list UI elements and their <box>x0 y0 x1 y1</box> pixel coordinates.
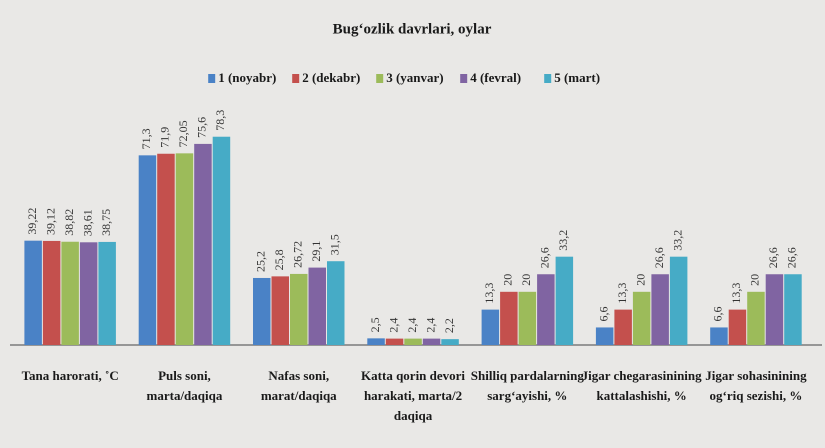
value-label: 71,9 <box>158 127 172 148</box>
bar <box>632 291 651 345</box>
value-label: 25,2 <box>254 251 268 272</box>
bar <box>98 241 116 345</box>
legend-swatch <box>544 74 552 83</box>
bar <box>669 256 688 345</box>
value-label: 20 <box>633 274 647 286</box>
legend-label: 4 (fevral) <box>470 70 521 85</box>
value-label: 6,6 <box>711 306 725 321</box>
value-label: 33,2 <box>670 230 684 251</box>
bar <box>614 309 632 345</box>
value-label: 2,2 <box>442 318 456 333</box>
value-label: 2,4 <box>386 318 400 333</box>
value-label: 38,61 <box>80 209 94 236</box>
bar <box>441 339 459 345</box>
bar <box>422 338 441 345</box>
bar <box>194 143 212 345</box>
value-label: 13,3 <box>729 283 743 304</box>
legend-swatch <box>208 74 216 83</box>
value-label: 26,6 <box>652 247 666 268</box>
value-label: 31,5 <box>328 234 342 255</box>
value-label: 75,6 <box>195 117 209 138</box>
value-label: 20 <box>501 274 515 286</box>
value-label: 78,3 <box>213 110 227 131</box>
bar <box>784 274 802 345</box>
bar <box>290 273 308 345</box>
value-label: 26,6 <box>766 247 780 268</box>
x-tick-label: Puls soni, <box>158 368 211 383</box>
x-tick-label: daqiqa <box>394 408 433 423</box>
value-label: 2,5 <box>368 317 382 332</box>
x-tick-label: kattalashishi, % <box>596 388 686 403</box>
x-tick-label: harakati, marta/2 <box>364 388 462 403</box>
value-label: 39,12 <box>43 208 57 235</box>
x-tick-label: ogʻriq sezishi, % <box>710 388 803 403</box>
value-label: 26,72 <box>291 241 305 268</box>
bar <box>253 277 271 345</box>
bar <box>537 274 555 345</box>
legend-label: 3 (yanvar) <box>386 70 443 85</box>
value-label: 20 <box>519 274 533 286</box>
value-label: 38,75 <box>99 209 113 236</box>
value-label: 13,3 <box>482 283 496 304</box>
legend-label: 5 (mart) <box>554 70 600 85</box>
bar <box>518 291 537 345</box>
value-label: 39,22 <box>25 208 39 235</box>
value-label: 13,3 <box>615 283 629 304</box>
legend-swatch <box>292 74 300 83</box>
bar <box>747 291 765 345</box>
value-label: 26,6 <box>538 247 552 268</box>
x-tick-label: Jigar sohasinining <box>705 368 807 383</box>
bar <box>42 240 61 345</box>
bar <box>651 274 669 345</box>
bar <box>728 309 747 345</box>
bar <box>61 241 79 345</box>
bar <box>385 338 404 345</box>
value-label: 20 <box>748 274 762 286</box>
value-label: 2,4 <box>405 318 419 333</box>
value-label: 2,4 <box>423 318 437 333</box>
x-tick-label: Nafas soni, <box>268 368 329 383</box>
legend-swatch <box>376 74 384 83</box>
value-label: 33,2 <box>556 230 570 251</box>
legend-label: 1 (noyabr) <box>218 70 276 85</box>
x-tick-label: Tana harorati, ˚C <box>22 368 119 383</box>
bar <box>24 240 42 345</box>
x-tick-label: Shilliq pardalarning <box>471 368 585 383</box>
value-label: 26,6 <box>785 247 799 268</box>
value-label: 38,82 <box>62 209 76 236</box>
value-label: 29,1 <box>309 241 323 262</box>
bar <box>595 327 614 345</box>
bar <box>555 256 574 345</box>
value-label: 25,8 <box>272 249 286 270</box>
legend-label: 2 (dekabr) <box>302 70 360 85</box>
value-label: 6,6 <box>596 306 610 321</box>
x-tick-label: Katta qorin devori <box>361 368 465 383</box>
bar <box>500 291 518 345</box>
legend-swatch <box>460 74 468 83</box>
chart-title: Bugʻozlik davrlari, oylar <box>333 21 492 37</box>
value-label: 71,3 <box>139 128 153 149</box>
value-label: 72,05 <box>176 120 190 147</box>
bar <box>212 136 231 345</box>
x-tick-label: Jigar chegarasinining <box>582 368 703 383</box>
x-tick-label: sargʻayishi, % <box>487 388 567 403</box>
bar <box>327 261 345 345</box>
bar <box>367 338 385 345</box>
bar <box>157 153 175 345</box>
bar <box>175 153 194 345</box>
bar <box>79 242 98 345</box>
bar <box>404 338 422 345</box>
bar <box>481 309 500 345</box>
bar <box>271 276 289 345</box>
bar <box>710 327 728 345</box>
x-tick-label: marat/daqiqa <box>261 388 337 403</box>
x-tick-label: marta/daqiqa <box>147 388 223 403</box>
bar <box>765 274 784 345</box>
bar <box>138 155 157 345</box>
bar <box>308 267 326 345</box>
